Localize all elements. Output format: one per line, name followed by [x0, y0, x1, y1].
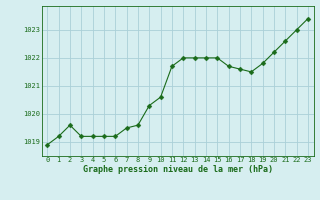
X-axis label: Graphe pression niveau de la mer (hPa): Graphe pression niveau de la mer (hPa)	[83, 165, 273, 174]
